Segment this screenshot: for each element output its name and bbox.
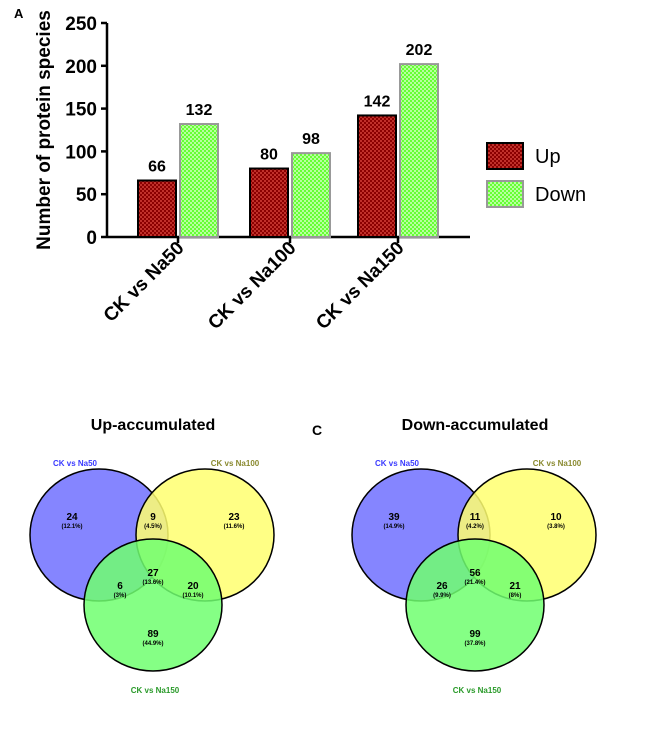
- bar-up: [138, 181, 176, 237]
- venn-count-b-only: 10: [550, 512, 562, 523]
- venn-pct-a-only: (12.1%): [61, 524, 82, 530]
- venn-pct-c-only: (37.8%): [464, 641, 485, 647]
- venn-count-c-only: 89: [147, 629, 159, 640]
- venn-count-b-only: 23: [228, 512, 240, 523]
- venn-pct-a-only: (14.9%): [383, 524, 404, 530]
- bar-up: [250, 169, 288, 237]
- bar-value-label: 132: [186, 102, 213, 119]
- y-axis-label: Number of protein species: [34, 10, 55, 250]
- y-tick-label: 50: [76, 185, 97, 206]
- legend-swatch-up: [487, 143, 523, 169]
- venn-count-abc: 27: [147, 568, 159, 579]
- venn-set-label: CK vs Na50: [375, 459, 420, 468]
- venn-set-label: CK vs Na150: [131, 686, 180, 695]
- venn-title: Down-accumulated: [402, 417, 549, 434]
- bar-up: [358, 115, 396, 237]
- bar-value-label: 66: [148, 159, 166, 176]
- venn-count-ab: 11: [470, 512, 481, 523]
- y-tick-label: 100: [65, 142, 97, 163]
- venn-pct-ab: (4.2%): [466, 524, 484, 530]
- venn-pct-ab: (4.5%): [144, 524, 162, 530]
- bar-value-label: 142: [364, 93, 391, 110]
- venn-pct-b-only: (3.8%): [547, 524, 565, 530]
- venn-pct-c-only: (44.9%): [142, 641, 163, 647]
- x-tick-label: CK vs Na50: [100, 238, 189, 327]
- venn-set-label: CK vs Na100: [533, 459, 582, 468]
- panel-label-a: A: [14, 6, 24, 21]
- x-tick-label: CK vs Na150: [312, 238, 408, 334]
- bar-value-label: 202: [406, 42, 433, 59]
- venn-down: C Down-accumulated CK vs Na50 CK vs Na100 CK…: [312, 417, 596, 695]
- venn-pct-abc: (13.6%): [142, 580, 163, 586]
- venn-count-ac: 26: [436, 581, 448, 592]
- bar-value-label: 80: [260, 147, 278, 164]
- y-tick-label: 200: [65, 57, 97, 78]
- bar-down: [180, 124, 218, 237]
- venn-set-label: CK vs Na100: [211, 459, 260, 468]
- venn-pct-ac: (9.9%): [433, 593, 451, 599]
- venn-count-bc: 21: [509, 581, 521, 592]
- venn-count-bc: 20: [187, 581, 199, 592]
- y-tick-label: 0: [86, 228, 97, 249]
- venn-pct-bc: (10.1%): [182, 593, 203, 599]
- venn-count-a-only: 24: [66, 512, 78, 523]
- x-tick-label: CK vs Na100: [204, 238, 300, 334]
- legend-swatch-down: [487, 181, 523, 207]
- venn-pct-b-only: (11.6%): [224, 524, 245, 530]
- legend-label: Down: [535, 184, 586, 206]
- venn-pct-ac: (3%): [114, 593, 127, 599]
- legend-label: Up: [535, 146, 561, 168]
- venn-circle: [406, 539, 544, 671]
- venn-count-ac: 6: [117, 581, 123, 592]
- bar-chart: 0 50 100 150 200 250 Number of protein species…: [34, 10, 586, 334]
- venn-title: Up-accumulated: [91, 417, 215, 434]
- y-tick-label: 250: [65, 14, 97, 35]
- venn-count-c-only: 99: [469, 629, 481, 640]
- panel-label: C: [312, 422, 322, 438]
- venn-pct-abc: (21.4%): [464, 580, 485, 586]
- bar-value-label: 98: [302, 131, 320, 148]
- y-tick-label: 150: [65, 100, 97, 121]
- venn-pct-bc: (8%): [509, 593, 522, 599]
- bar-down: [292, 153, 330, 237]
- bar-down: [400, 64, 438, 237]
- venn-count-a-only: 39: [388, 512, 400, 523]
- venn-set-label: CK vs Na50: [53, 459, 98, 468]
- venn-count-ab: 9: [150, 512, 156, 523]
- venn-circle: [84, 539, 222, 671]
- venn-set-label: CK vs Na150: [453, 686, 502, 695]
- venn-count-abc: 56: [469, 568, 481, 579]
